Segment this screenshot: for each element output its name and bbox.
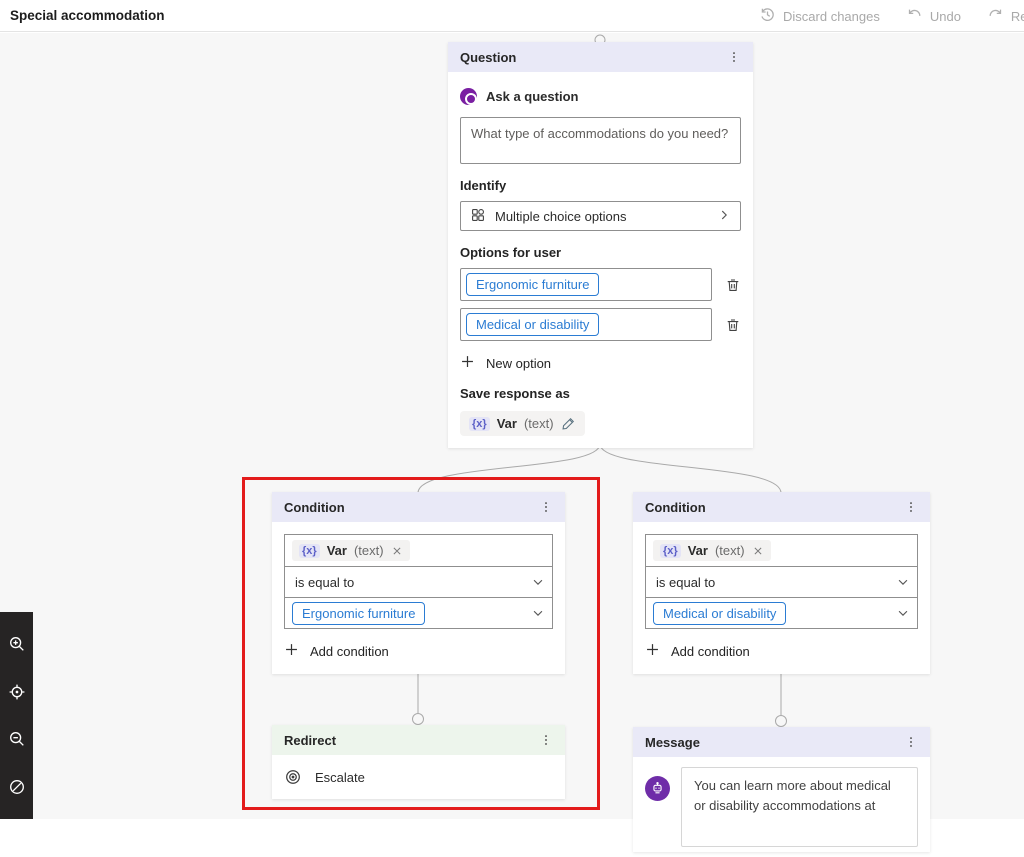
question-node[interactable]: Question Ask a question What type of acc… xyxy=(448,42,753,448)
plus-icon xyxy=(460,354,475,372)
bot-icon xyxy=(645,776,670,801)
option-input-1[interactable]: Ergonomic furniture xyxy=(460,268,712,301)
condition-variable-row[interactable]: {x} Var (text) xyxy=(646,535,917,566)
variable-badge-icon: {x} xyxy=(660,544,681,558)
condition-operator-select[interactable]: is equal to xyxy=(285,566,552,597)
question-text-input[interactable]: What type of accommodations do you need? xyxy=(460,117,741,164)
chevron-down-icon xyxy=(531,606,545,620)
variable-chip[interactable]: {x} Var (text) xyxy=(460,411,585,436)
redo-button[interactable]: Redo xyxy=(987,6,1024,26)
chevron-down-icon xyxy=(896,606,910,620)
condition-value-select[interactable]: Ergonomic furniture xyxy=(285,597,552,628)
condition-variable-row[interactable]: {x} Var (text) xyxy=(285,535,552,566)
option-row: Ergonomic furniture xyxy=(460,268,741,301)
add-condition-button[interactable]: Add condition xyxy=(284,642,553,660)
question-icon xyxy=(460,88,477,105)
redirect-node-header[interactable]: Redirect xyxy=(272,725,565,755)
topbar-actions: Discard changes Undo Redo xyxy=(759,0,1024,32)
question-node-header[interactable]: Question xyxy=(448,42,753,72)
condition-node-header[interactable]: Condition xyxy=(633,492,930,522)
delete-option-icon[interactable] xyxy=(725,277,741,293)
condition-node-right[interactable]: Condition {x} Var (text) xyxy=(633,492,930,674)
redirect-target[interactable]: Escalate xyxy=(272,755,565,799)
plus-icon xyxy=(645,642,660,660)
condition-value-tag: Ergonomic furniture xyxy=(292,602,425,625)
focus-center-icon[interactable] xyxy=(8,683,26,701)
multiple-choice-icon xyxy=(470,207,486,226)
undo-button[interactable]: Undo xyxy=(906,6,961,26)
option-row: Medical or disability xyxy=(460,308,741,341)
more-options-icon[interactable] xyxy=(904,735,918,749)
topbar: Special accommodation Discard changes Un… xyxy=(0,0,1024,32)
authoring-canvas[interactable]: Question Ask a question What type of acc… xyxy=(0,33,1024,819)
redirect-target-icon xyxy=(284,768,302,786)
history-icon xyxy=(759,6,776,26)
more-options-icon[interactable] xyxy=(727,50,741,64)
condition-node-left[interactable]: Condition {x} Var (text) xyxy=(272,492,565,674)
add-condition-button[interactable]: Add condition xyxy=(645,642,918,660)
identify-label: Identify xyxy=(460,178,741,193)
zoom-in-icon[interactable] xyxy=(8,635,26,653)
remove-variable-icon[interactable] xyxy=(391,545,403,557)
chevron-down-icon xyxy=(896,575,910,589)
message-node[interactable]: Message You can learn more about medical… xyxy=(633,727,930,852)
save-response-label: Save response as xyxy=(460,386,741,401)
message-node-header[interactable]: Message xyxy=(633,727,930,757)
remove-variable-icon[interactable] xyxy=(752,545,764,557)
ask-question-label: Ask a question xyxy=(486,89,578,104)
zoom-out-icon[interactable] xyxy=(8,730,26,748)
condition-value-select[interactable]: Medical or disability xyxy=(646,597,917,628)
option-tag[interactable]: Ergonomic furniture xyxy=(466,273,599,296)
identify-value: Multiple choice options xyxy=(495,209,627,224)
more-options-icon[interactable] xyxy=(539,733,553,747)
discard-changes-button[interactable]: Discard changes xyxy=(759,6,880,26)
edit-variable-icon[interactable] xyxy=(561,416,576,431)
option-input-2[interactable]: Medical or disability xyxy=(460,308,712,341)
plus-icon xyxy=(284,642,299,660)
canvas-zoom-toolbar xyxy=(0,612,33,819)
undo-icon xyxy=(906,6,923,26)
variable-badge-icon: {x} xyxy=(469,417,490,431)
options-for-user-label: Options for user xyxy=(460,245,741,260)
variable-badge-icon: {x} xyxy=(299,544,320,558)
condition-value-tag: Medical or disability xyxy=(653,602,786,625)
variable-chip[interactable]: {x} Var (text) xyxy=(292,540,410,561)
identify-select[interactable]: Multiple choice options xyxy=(460,201,741,231)
redirect-target-label: Escalate xyxy=(315,770,365,785)
chevron-right-icon xyxy=(717,208,731,225)
redo-icon xyxy=(987,6,1004,26)
condition-node-header[interactable]: Condition xyxy=(272,492,565,522)
option-tag[interactable]: Medical or disability xyxy=(466,313,599,336)
new-option-button[interactable]: New option xyxy=(460,354,741,372)
variable-chip[interactable]: {x} Var (text) xyxy=(653,540,771,561)
condition-operator-select[interactable]: is equal to xyxy=(646,566,917,597)
page-title: Special accommodation xyxy=(10,8,165,23)
redirect-node[interactable]: Redirect Escalate xyxy=(272,725,565,799)
more-options-icon[interactable] xyxy=(539,500,553,514)
compass-reset-icon[interactable] xyxy=(8,778,26,796)
chevron-down-icon xyxy=(531,575,545,589)
delete-option-icon[interactable] xyxy=(725,317,741,333)
message-text-input[interactable]: You can learn more about medical or disa… xyxy=(681,767,918,847)
more-options-icon[interactable] xyxy=(904,500,918,514)
